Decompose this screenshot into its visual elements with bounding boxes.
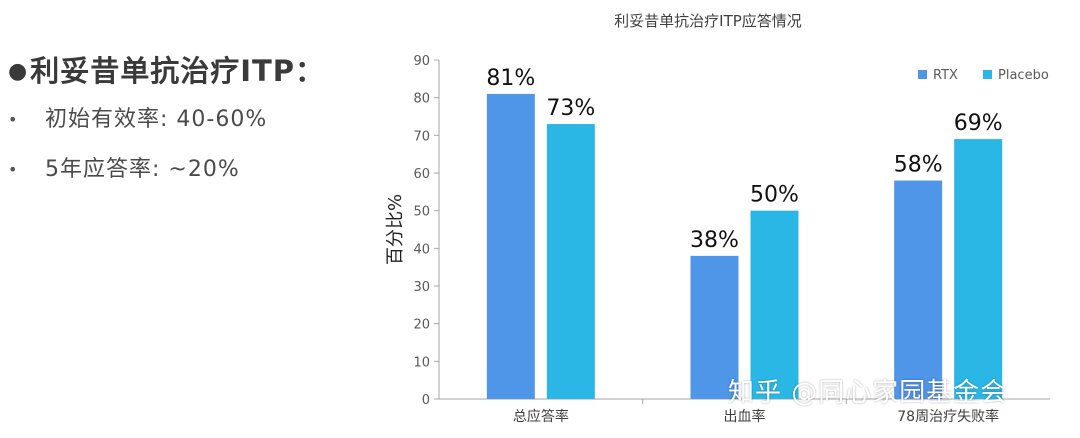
bar-rtx — [690, 255, 739, 399]
legend-label: RTX — [933, 68, 958, 83]
bullet-icon: • — [8, 110, 18, 129]
data-label: 50% — [750, 183, 799, 208]
data-label: 69% — [954, 111, 1003, 136]
bullet-icon: • — [8, 160, 18, 179]
bar-placebo — [546, 124, 595, 400]
x-tick-label: 总应答率 — [513, 408, 569, 425]
data-label: 38% — [690, 228, 739, 253]
x-tick-label: 78周治疗失败率 — [897, 408, 999, 425]
bullet-text: 初始有效率: 40-60% — [45, 107, 268, 132]
chart-title: 利妥昔单抗治疗ITP应答情况 — [614, 12, 802, 30]
y-tick-label: 40 — [413, 242, 430, 257]
heading-bullet-icon: ● — [8, 59, 29, 84]
y-tick-label: 10 — [413, 355, 430, 370]
data-label: 58% — [894, 153, 943, 178]
y-tick-label: 50 — [413, 205, 430, 220]
y-tick-label: 80 — [413, 92, 430, 107]
legend-swatch-placebo — [983, 70, 992, 79]
y-tick-label: 60 — [413, 167, 430, 182]
y-tick-label: 0 — [422, 393, 430, 408]
bar-placebo — [750, 210, 799, 399]
x-tick-label: 出血率 — [724, 408, 766, 425]
y-tick-label: 20 — [413, 318, 430, 333]
legend-label: Placebo — [998, 68, 1049, 83]
y-tick-label: 90 — [413, 54, 430, 69]
data-label: 81% — [486, 66, 535, 91]
slide-heading: ●利妥昔单抗治疗ITP： — [8, 48, 325, 90]
bar-rtx — [486, 93, 535, 400]
y-axis-label: 百分比% — [385, 194, 406, 265]
data-label: 73% — [546, 96, 595, 121]
watermark: 知乎 @同心家园基金会 — [728, 378, 1008, 408]
heading-text: 利妥昔单抗治疗ITP： — [30, 54, 326, 88]
legend-swatch-rtx — [918, 70, 927, 79]
y-tick-label: 70 — [413, 129, 430, 144]
chart-container: 利妥昔单抗治疗ITP应答情况百分比% 0 10 20 30 40 50 60 70 80 90 81%… — [370, 0, 1080, 438]
y-tick-label: 30 — [413, 280, 430, 295]
bar-placebo — [954, 139, 1003, 399]
bullet-text: 5年应答率: ~20% — [45, 157, 240, 182]
bar-rtx — [894, 180, 943, 399]
